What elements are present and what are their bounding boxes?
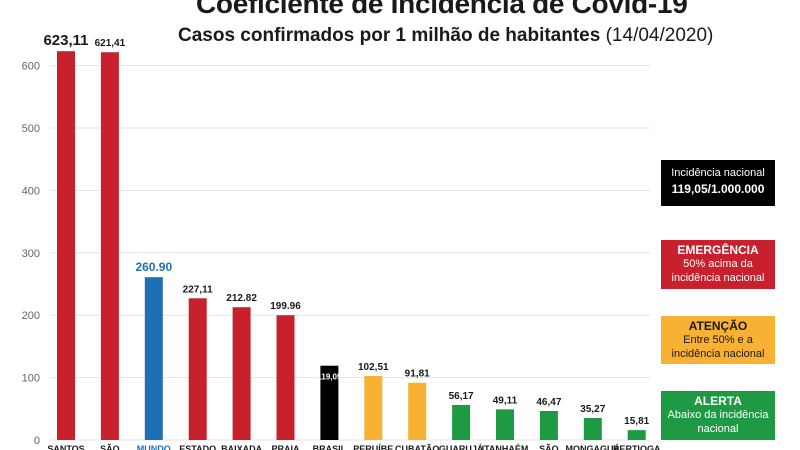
subtitle-text: Casos confirmados por 1 milhão de habita…	[178, 25, 601, 46]
x-tick-label: SÃO	[539, 444, 559, 450]
y-tick-label: 200	[22, 310, 40, 322]
x-tick-label: CUBATÃO	[395, 444, 439, 450]
x-tick-label: BRASIL	[313, 444, 347, 450]
chart-subtitle: Casos confirmados por 1 milhão de habita…	[178, 25, 778, 47]
data-label: 621,41	[95, 38, 126, 49]
legend-national-incidence: Incidência nacional 119,05/1.000.000	[661, 160, 775, 206]
data-label: 227,11	[183, 284, 213, 295]
legend-emergency-title: EMERGÊNCIA	[677, 243, 759, 257]
data-label: 15,81	[624, 416, 649, 427]
legend-alert-title: ALERTA	[694, 394, 742, 408]
x-tick-label: BERTIOGA	[613, 444, 661, 450]
bar	[188, 298, 207, 440]
legend-emergency-text: 50% acima da incidência nacional	[671, 258, 765, 284]
chart-title: Coeficiente de Incidência de Covid-19	[196, 0, 688, 19]
legend-national-title: Incidência nacional	[671, 167, 765, 179]
data-label: 46,47	[536, 397, 561, 408]
bar	[583, 417, 602, 440]
x-tick-label: ITANHAÉM	[482, 444, 529, 450]
x-tick-label: SÃO	[100, 444, 120, 450]
x-tick-label: PERUÍBE	[353, 444, 393, 450]
legend-national-value: 119,05/1.000.000	[671, 182, 765, 196]
bar	[539, 411, 558, 440]
subtitle-date: (14/04/2020)	[605, 25, 714, 46]
data-label: 212.82	[226, 293, 257, 304]
y-tick-label: 500	[22, 123, 40, 135]
x-tick-label: GUARUJÁ	[439, 444, 484, 450]
data-label: 35,27	[580, 404, 605, 415]
data-label: 199.96	[270, 301, 301, 312]
bar	[144, 277, 163, 440]
bar	[452, 404, 471, 440]
bar	[320, 365, 339, 440]
bar	[496, 409, 514, 440]
y-tick-label: 400	[22, 185, 40, 197]
x-tick-label: MONGAGUÁ	[566, 444, 621, 450]
x-tick-label: MUNDO	[137, 444, 171, 450]
legend-emergency: EMERGÊNCIA 50% acima da incidência nacio…	[661, 240, 775, 289]
data-label: 49,11	[493, 395, 518, 406]
bar	[232, 307, 251, 440]
y-tick-label: 0	[34, 435, 40, 447]
x-tick-label: ESTADO	[179, 444, 216, 450]
legend-attention: ATENÇÃO Entre 50% e a incidência naciona…	[661, 316, 775, 364]
data-label: 260.90	[135, 260, 172, 274]
bar	[408, 382, 427, 440]
bar	[627, 430, 646, 440]
y-tick-label: 100	[22, 373, 40, 385]
legend-alert: ALERTA Abaixo da incidência nacional	[661, 391, 775, 440]
data-label: 91,81	[405, 369, 430, 380]
bar	[364, 376, 383, 440]
x-tick-label: PRAIA	[271, 444, 300, 450]
legend-attention-title: ATENÇÃO	[688, 319, 748, 333]
x-tick-label: SANTOS	[47, 444, 84, 450]
bar	[276, 315, 295, 440]
data-label: 623,11	[43, 32, 88, 49]
bar	[57, 51, 75, 441]
y-tick-label: 300	[22, 248, 40, 260]
bar	[100, 52, 119, 440]
legend-alert-text: Abaixo da incidência nacional	[667, 409, 769, 435]
data-label: 102,51	[358, 362, 389, 373]
legend-attention-text: Entre 50% e a incidência nacional	[671, 334, 765, 360]
data-label: 56,17	[449, 391, 474, 402]
x-tick-label: BAIXADA	[221, 444, 263, 450]
y-tick-label: 600	[22, 61, 40, 73]
data-label: 119,05	[317, 373, 342, 382]
